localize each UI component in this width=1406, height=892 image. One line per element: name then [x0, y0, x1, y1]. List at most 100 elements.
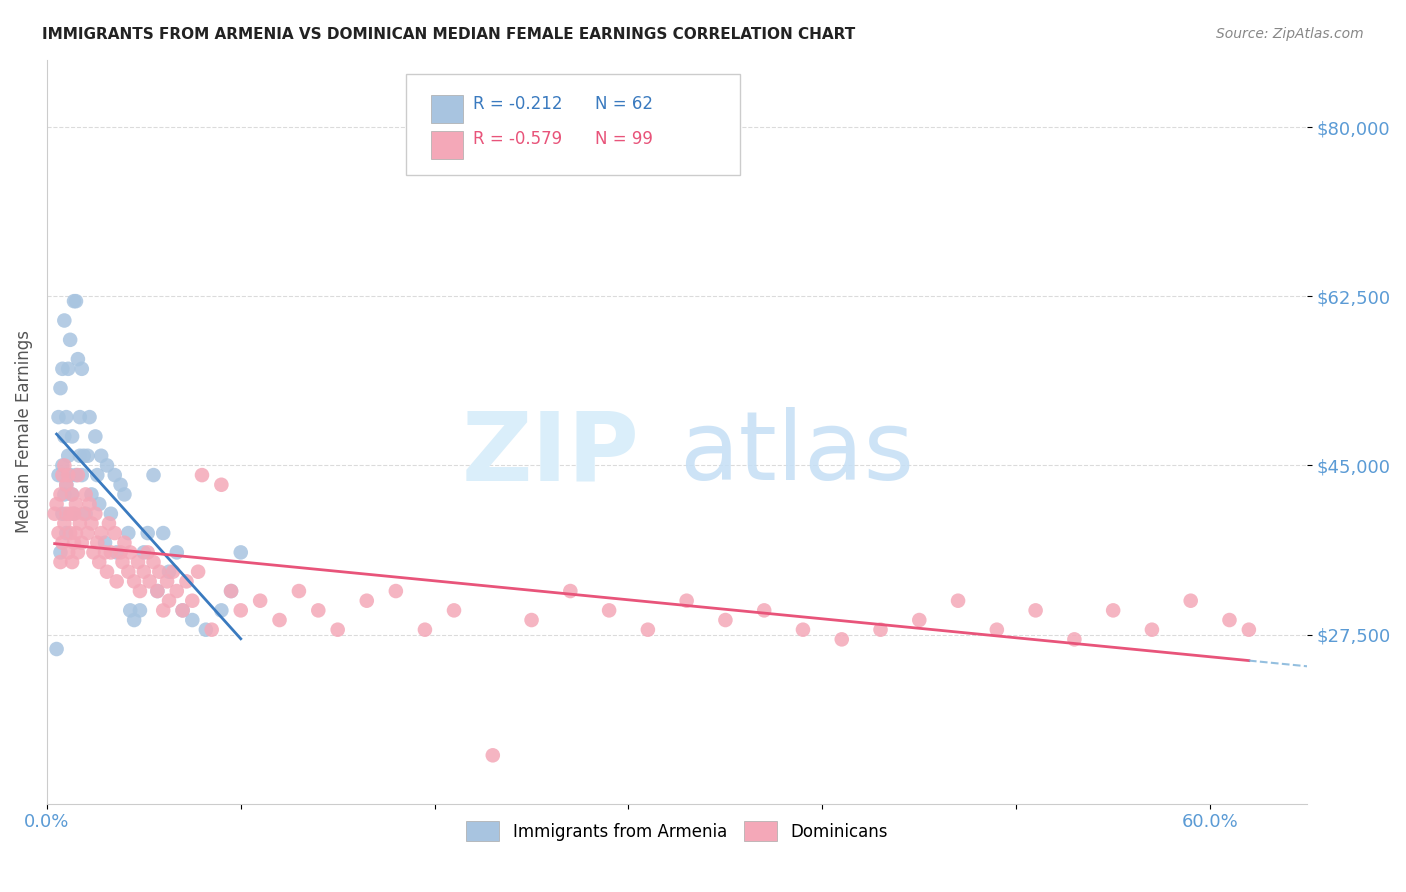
Point [675, 593, 697, 607]
Point [44, 507, 66, 521]
Point [53, 516, 76, 531]
Point [172, 603, 194, 617]
Point [97, 516, 120, 531]
Text: N = 99: N = 99 [595, 130, 652, 148]
Point [60, 487, 83, 501]
Point [65, 468, 87, 483]
Point [946, 593, 969, 607]
Text: R = -0.579: R = -0.579 [472, 130, 562, 148]
Point [152, 603, 174, 617]
Point [58, 449, 80, 463]
Point [136, 526, 159, 541]
Text: atlas: atlas [679, 408, 914, 500]
Point [869, 623, 891, 637]
Point [792, 623, 814, 637]
Point [49, 381, 72, 395]
Text: IMMIGRANTS FROM ARMENIA VS DOMINICAN MEDIAN FEMALE EARNINGS CORRELATION CHART: IMMIGRANTS FROM ARMENIA VS DOMINICAN MED… [42, 27, 855, 42]
Point [117, 526, 139, 541]
FancyBboxPatch shape [432, 95, 463, 123]
Point [90, 526, 112, 541]
Point [45, 642, 67, 657]
Point [48, 468, 70, 483]
Point [146, 584, 169, 599]
Point [111, 555, 134, 569]
Point [122, 574, 145, 589]
Point [73, 507, 96, 521]
Point [157, 565, 180, 579]
Point [59, 507, 82, 521]
Point [413, 623, 436, 637]
Point [80, 516, 103, 531]
Point [49, 545, 72, 559]
Point [191, 468, 214, 483]
Point [105, 545, 128, 559]
Point [86, 468, 108, 483]
Point [129, 603, 152, 617]
Point [637, 623, 659, 637]
Point [122, 613, 145, 627]
Point [89, 555, 111, 569]
Point [63, 535, 86, 549]
Point [55, 507, 77, 521]
Point [229, 603, 252, 617]
Point [1063, 632, 1085, 647]
Point [110, 545, 132, 559]
Point [66, 468, 89, 483]
Point [51, 535, 73, 549]
Point [148, 565, 170, 579]
Point [481, 748, 503, 763]
Text: N = 62: N = 62 [595, 95, 652, 112]
Point [70, 361, 93, 376]
Point [55, 477, 77, 491]
Point [209, 603, 232, 617]
Point [209, 477, 232, 491]
FancyBboxPatch shape [432, 131, 463, 160]
Point [53, 487, 76, 501]
Point [598, 603, 620, 617]
Point [59, 333, 82, 347]
Point [1025, 603, 1047, 617]
Point [520, 613, 543, 627]
Text: R = -0.212: R = -0.212 [472, 95, 562, 112]
Point [219, 584, 242, 599]
Point [120, 545, 142, 559]
Point [89, 497, 111, 511]
Point [63, 294, 86, 309]
Point [831, 632, 853, 647]
Point [187, 565, 209, 579]
Point [79, 410, 101, 425]
Point [166, 545, 188, 559]
Point [80, 487, 103, 501]
Point [59, 526, 82, 541]
Point [138, 574, 160, 589]
Point [79, 497, 101, 511]
Point [58, 468, 80, 483]
Point [66, 352, 89, 367]
Point [69, 449, 91, 463]
Point [229, 545, 252, 559]
Point [166, 584, 188, 599]
Point [96, 565, 118, 579]
Point [96, 458, 118, 473]
Point [76, 526, 98, 541]
FancyBboxPatch shape [406, 74, 740, 175]
Point [100, 545, 122, 559]
Point [1140, 623, 1163, 637]
Point [55, 410, 77, 425]
Point [65, 497, 87, 511]
Legend: Immigrants from Armenia, Dominicans: Immigrants from Armenia, Dominicans [453, 808, 901, 855]
Point [94, 545, 117, 559]
Point [908, 613, 931, 627]
Point [1237, 623, 1260, 637]
Point [63, 507, 86, 521]
Text: ZIP: ZIP [463, 408, 640, 500]
Point [146, 584, 169, 599]
Point [307, 603, 329, 617]
Point [53, 313, 76, 327]
Point [86, 535, 108, 549]
Point [66, 545, 89, 559]
Point [176, 574, 198, 589]
Point [84, 429, 107, 443]
Point [326, 623, 349, 637]
Point [157, 593, 180, 607]
